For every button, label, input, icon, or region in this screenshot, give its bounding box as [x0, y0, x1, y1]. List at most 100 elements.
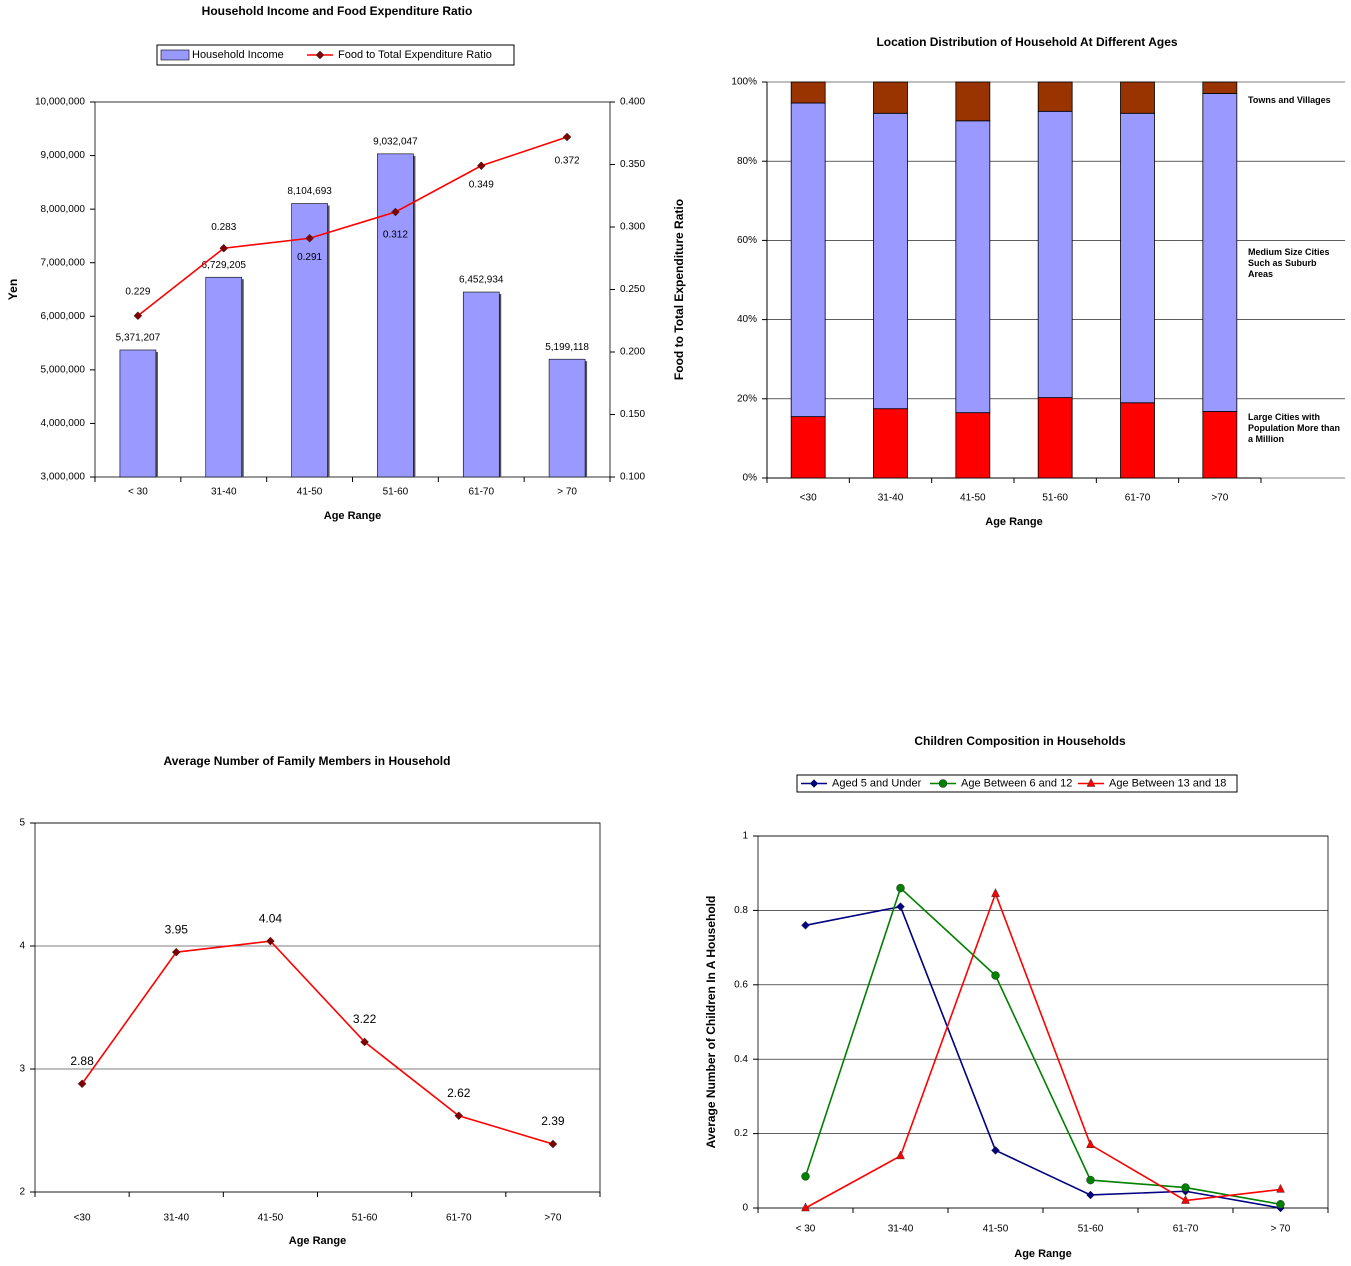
x-axis-title: Age Range: [985, 516, 1042, 528]
data-label: 0.229: [125, 286, 150, 297]
y-tick-label: 10,000,000: [35, 97, 85, 108]
x-tick-label: > 70: [1271, 1224, 1291, 1235]
bar-segment: [873, 112, 908, 410]
y-tick-label: 40%: [737, 314, 757, 325]
legend-swatch: [160, 49, 190, 61]
bar: [205, 276, 243, 478]
marker: [1276, 1183, 1285, 1193]
legend-box: [796, 774, 1238, 793]
x-tick-label: 51-60: [383, 487, 409, 498]
x-tick-label: >70: [1211, 493, 1228, 504]
legend-marker: [315, 50, 325, 60]
x-tick-label: 61-70: [468, 487, 494, 498]
bar-segment: [955, 120, 991, 414]
data-label: 9,032,047: [373, 136, 418, 147]
y-tick-label: 0: [742, 1203, 748, 1214]
legend-label: Age Between 13 and 18: [1109, 777, 1226, 789]
bar: [119, 349, 157, 478]
data-label: 5,199,118: [545, 342, 589, 353]
x-tick-label: <30: [74, 1213, 91, 1224]
chart-title: Location Distribution of Household At Di…: [876, 35, 1177, 49]
x-tick-label: > 70: [557, 487, 577, 498]
line: [137, 136, 568, 317]
bar-segment: [1202, 81, 1238, 94]
y2-tick-label: 0.300: [620, 222, 645, 233]
y2-tick-label: 0.350: [620, 159, 645, 170]
legend-marker: [809, 779, 819, 788]
x-tick-label: 31-40: [878, 493, 904, 504]
marker: [476, 161, 486, 171]
marker: [219, 243, 229, 253]
line: [804, 886, 1281, 1206]
x-tick-label: 31-40: [211, 487, 237, 498]
marker: [896, 1150, 905, 1160]
marker: [305, 233, 314, 243]
line: [805, 905, 1281, 1209]
y-tick-label: 4,000,000: [41, 418, 86, 429]
bar-segment: [790, 81, 826, 104]
y2-tick-label: 0.150: [620, 409, 645, 420]
marker: [133, 311, 143, 321]
bar-segment: [873, 408, 908, 479]
marker: [1276, 1200, 1285, 1209]
y-tick-label: 0.6: [734, 979, 748, 990]
data-label: 0.349: [469, 179, 494, 190]
x-tick-label: 41-50: [297, 487, 323, 498]
marker: [1086, 1139, 1095, 1149]
x-tick-label: <30: [800, 493, 817, 504]
plot-frame: [757, 835, 1329, 1209]
data-label: 6,729,205: [202, 260, 247, 271]
marker: [1086, 1175, 1095, 1185]
bar-segment: [1037, 81, 1073, 112]
legend-label: Aged 5 and Under: [832, 777, 922, 789]
marker: [896, 883, 905, 893]
y-tick-label: 20%: [737, 393, 757, 404]
x-tick-label: 61-70: [1125, 493, 1151, 504]
data-label: 0.372: [555, 156, 580, 167]
legend-label: Medium Size Cities Such as Suburb Areas: [1248, 247, 1330, 279]
chart-title: Children Composition in Households: [914, 734, 1126, 748]
x-tick-label: 51-60: [352, 1213, 378, 1224]
x-axis-title: Age Range: [324, 510, 381, 522]
bar: [377, 153, 414, 478]
legend-label: Large Cities with Population More than a…: [1248, 412, 1340, 444]
marker: [1086, 1190, 1095, 1200]
data-label: 2.39: [541, 1114, 565, 1128]
bar-segment: [1120, 112, 1155, 404]
line: [81, 940, 554, 1145]
data-label: 8,104,693: [287, 186, 332, 197]
bar: [462, 291, 500, 478]
data-label: 2.88: [70, 1054, 94, 1068]
x-axis-title: Age Range: [1014, 1248, 1071, 1260]
bar-segment: [1120, 402, 1155, 479]
y-tick-label: 3,000,000: [41, 472, 86, 483]
marker: [391, 207, 400, 217]
chart-title: Average Number of Family Members in Hous…: [164, 754, 451, 768]
legend-marker: [1086, 777, 1096, 787]
bar-segment: [873, 81, 908, 114]
marker: [991, 888, 1000, 897]
x-tick-label: 41-50: [983, 1224, 1009, 1235]
data-label: 3.95: [165, 922, 189, 936]
chart-title: Household Income and Food Expenditure Ra…: [202, 4, 473, 18]
marker: [266, 936, 275, 946]
x-tick-label: 31-40: [888, 1224, 914, 1235]
legend-label: Food to Total Expenditure Ratio: [338, 49, 492, 61]
marker: [801, 1172, 810, 1181]
bar-segment: [790, 416, 826, 479]
bar-segment: [1037, 110, 1073, 399]
data-label: 0.283: [211, 222, 236, 233]
marker: [991, 971, 1000, 980]
y-tick-label: 0%: [743, 473, 758, 484]
data-label: 6,452,934: [459, 275, 504, 286]
marker: [801, 1202, 810, 1212]
y-tick-label: 3: [19, 1064, 25, 1075]
data-label: 5,371,207: [116, 333, 161, 344]
marker: [171, 947, 181, 957]
legend-label: Towns and Villages: [1248, 95, 1331, 105]
data-label: 0.312: [383, 230, 408, 241]
y-tick-label: 80%: [737, 156, 757, 167]
y-tick-label: 100%: [731, 77, 757, 88]
marker: [1181, 1183, 1190, 1192]
